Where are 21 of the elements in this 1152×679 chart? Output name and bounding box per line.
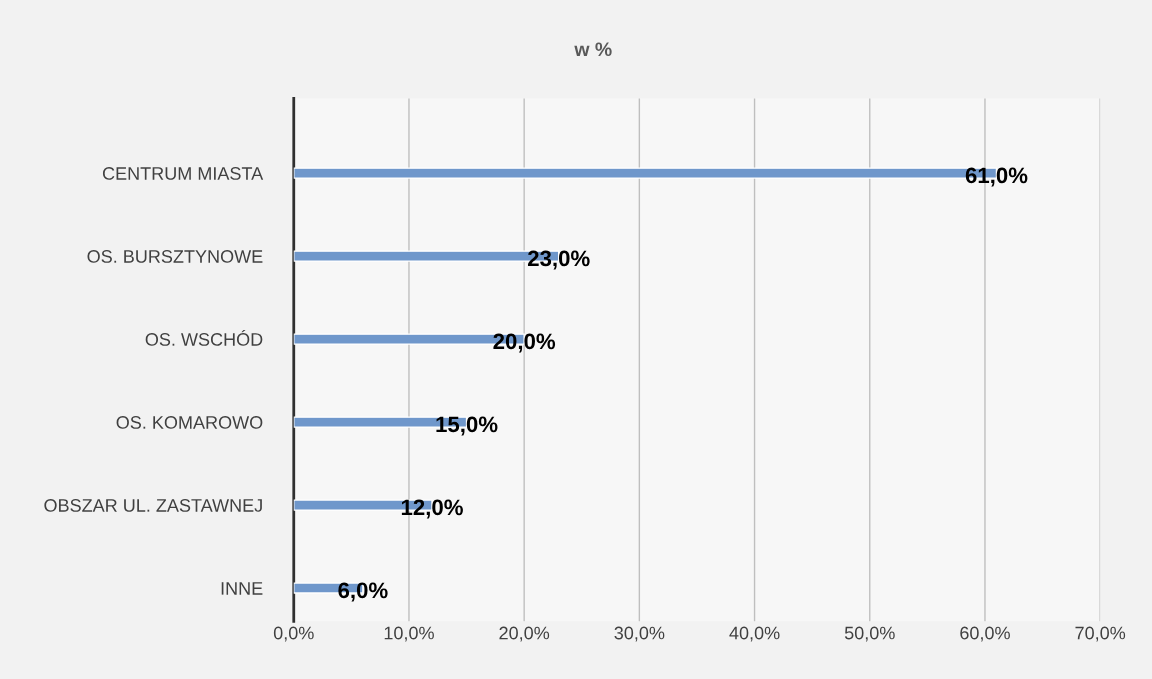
y-tick-label: OS. BURSZTYNOWE bbox=[87, 250, 263, 263]
data-label: 12,0% bbox=[401, 499, 463, 519]
chart-title: w % bbox=[574, 42, 612, 57]
x-tick-label: 10,0% bbox=[384, 626, 434, 642]
x-tick-label: 20,0% bbox=[499, 626, 550, 642]
data-label: 20,0% bbox=[493, 333, 556, 353]
y-tick-label: INNE bbox=[221, 582, 263, 595]
y-tick-label: OBSZAR UL. ZASTAWNEJ bbox=[44, 499, 262, 512]
x-tick-label: 30,0% bbox=[614, 626, 665, 642]
data-label: 61,0% bbox=[965, 167, 1028, 187]
x-tick-label: 60,0% bbox=[960, 626, 1010, 642]
x-tick-label: 40,0% bbox=[729, 626, 780, 642]
x-tick-label: 0,0% bbox=[273, 626, 314, 642]
data-label: 6,0% bbox=[338, 582, 388, 602]
y-tick-label: OS. WSCHÓD bbox=[145, 330, 263, 346]
x-tick-label: 70,0% bbox=[1075, 626, 1126, 642]
y-tick-label: OS. KOMAROWO bbox=[116, 416, 263, 429]
x-tick-label: 50,0% bbox=[844, 626, 895, 642]
data-label: 15,0% bbox=[436, 416, 498, 436]
y-tick-label: CENTRUM MIASTA bbox=[102, 167, 264, 180]
data-label: 23,0% bbox=[527, 250, 590, 270]
